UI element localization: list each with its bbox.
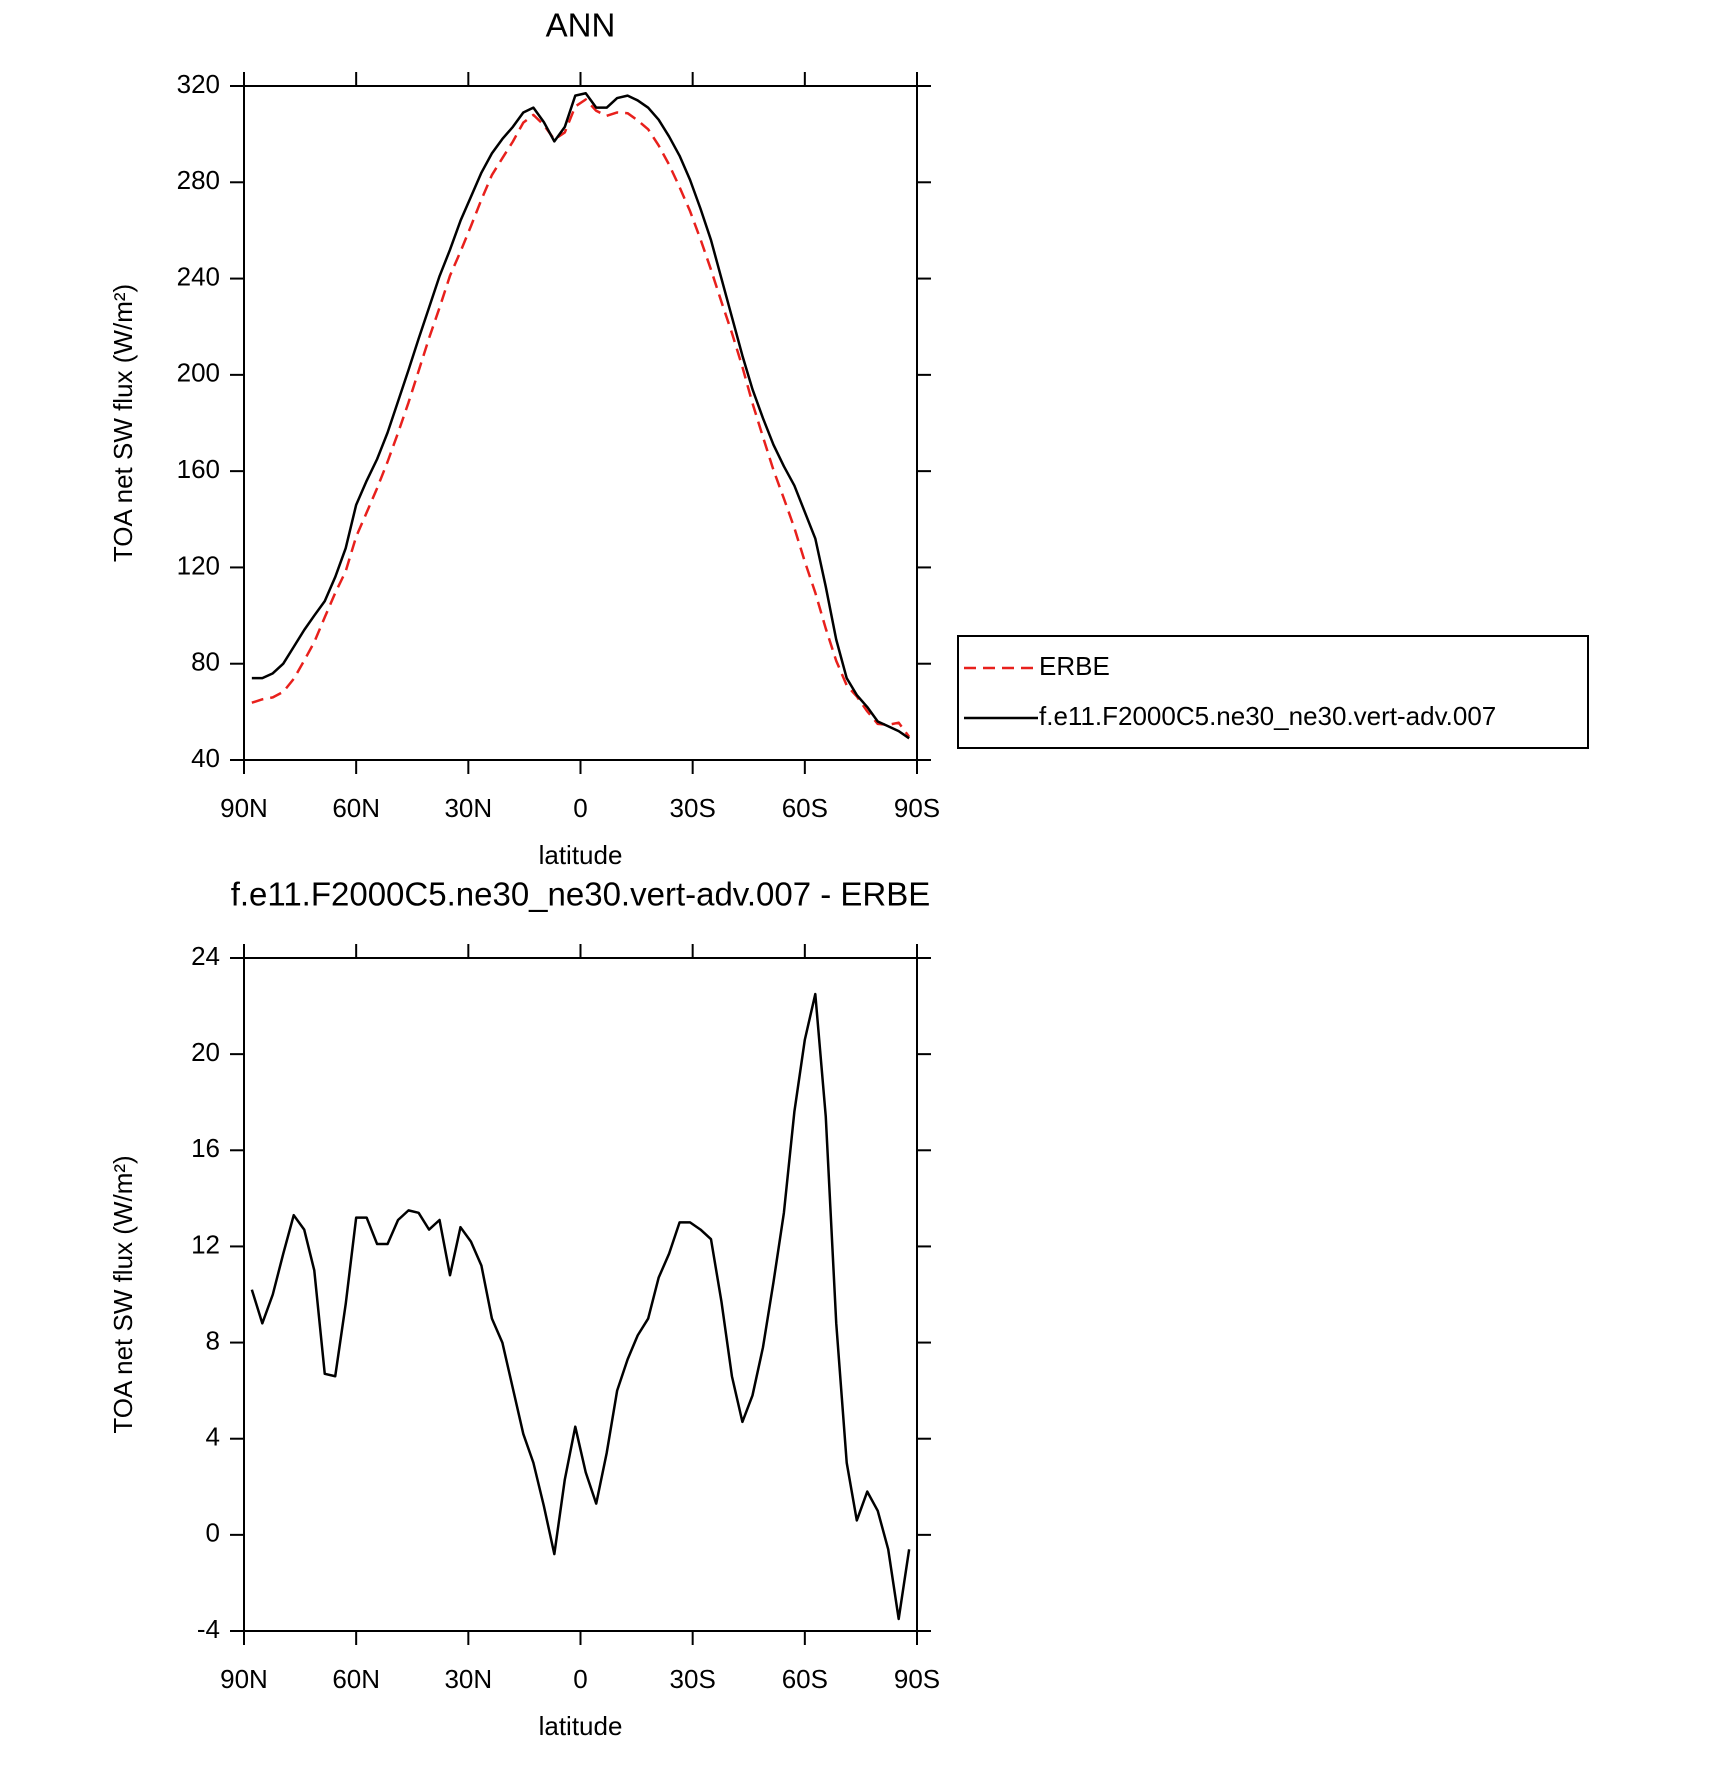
data-line (251, 91, 910, 740)
x-tick-label: 90N (220, 793, 268, 823)
x-tick-label: 0 (573, 793, 587, 823)
x-tick-label: 30N (444, 1664, 492, 1694)
x-tick-label: 30S (670, 1664, 716, 1694)
y-tick-label: 20 (191, 1037, 220, 1067)
x-tick-label: 60S (782, 793, 828, 823)
data-line (251, 98, 911, 738)
legend-label: f.e11.F2000C5.ne30_ne30.vert-adv.007 (1039, 701, 1496, 731)
y-tick-label: -4 (197, 1614, 220, 1644)
x-tick-label: 30S (670, 793, 716, 823)
x-tick-label: 30N (444, 793, 492, 823)
y-tick-label: 240 (177, 261, 220, 291)
plot-frame (243, 85, 918, 761)
legend-label: ERBE (1039, 651, 1110, 681)
y-tick-label: 160 (177, 454, 220, 484)
x-axis-label: latitude (539, 840, 623, 870)
y-axis-label: TOA net SW flux (W/m²) (108, 284, 138, 562)
data-line (250, 992, 911, 1621)
y-tick-label: 4 (206, 1422, 220, 1452)
x-tick-label: 60N (332, 1664, 380, 1694)
x-tick-label: 0 (573, 1664, 587, 1694)
y-tick-label: 40 (191, 743, 220, 773)
y-tick-label: 80 (191, 647, 220, 677)
chart-title: ANN (546, 7, 616, 44)
y-tick-label: 120 (177, 550, 220, 580)
y-axis-label: TOA net SW flux (W/m²) (108, 1155, 138, 1433)
y-tick-label: 0 (206, 1518, 220, 1548)
y-tick-label: 24 (191, 941, 220, 971)
y-tick-label: 12 (191, 1229, 220, 1259)
y-tick-label: 8 (206, 1325, 220, 1355)
x-tick-label: 60N (332, 793, 380, 823)
plot-frame (243, 957, 918, 1632)
chart-title: f.e11.F2000C5.ne30_ne30.vert-adv.007 - E… (231, 876, 931, 913)
x-tick-label: 60S (782, 1664, 828, 1694)
y-tick-label: 200 (177, 358, 220, 388)
y-tick-label: 320 (177, 69, 220, 99)
x-tick-label: 90S (894, 793, 940, 823)
y-tick-label: 16 (191, 1133, 220, 1163)
x-axis-label: latitude (539, 1711, 623, 1741)
x-tick-label: 90N (220, 1664, 268, 1694)
y-tick-label: 280 (177, 165, 220, 195)
x-tick-label: 90S (894, 1664, 940, 1694)
legend-box (957, 635, 1589, 749)
